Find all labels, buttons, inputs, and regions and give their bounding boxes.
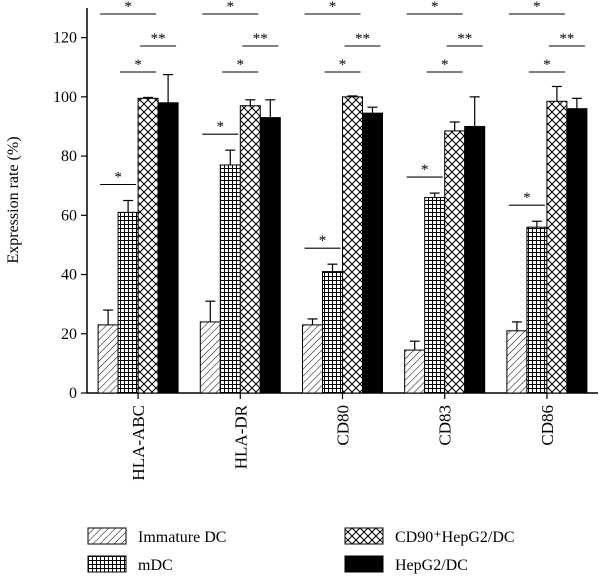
x-category-label: CD86 — [538, 405, 557, 446]
bar — [342, 96, 363, 394]
y-tick-label: 60 — [61, 207, 77, 224]
significance-label: * — [217, 119, 225, 135]
x-category-label: CD80 — [334, 405, 353, 446]
legend-item: Immature DC — [87, 527, 226, 546]
bar — [404, 349, 426, 394]
legend-swatch — [87, 555, 127, 573]
error-bars-group — [103, 74, 582, 351]
significance-label: * — [124, 0, 132, 15]
significance-label: ** — [253, 31, 268, 47]
bar — [322, 271, 343, 394]
significance-label: * — [431, 0, 439, 15]
x-axis: HLA-ABC HLA-DR CD80 CD83 CD86 — [87, 392, 598, 481]
significance-label: * — [329, 0, 337, 15]
legend-label: HepG2/DC — [395, 557, 468, 574]
legend-label: CD90⁺HepG2/DC — [395, 529, 515, 546]
bar — [97, 324, 119, 394]
legend-label: mDC — [138, 557, 173, 574]
bar — [137, 97, 159, 394]
bar — [259, 117, 281, 394]
bar — [464, 125, 486, 394]
legend-item: CD90⁺HepG2/DC — [344, 527, 515, 546]
significance-label: * — [339, 57, 347, 73]
bar — [546, 100, 568, 394]
bar — [219, 164, 241, 394]
legend: Immature DC mDC CD90⁺HepG2/DC HepG2/DC — [87, 527, 515, 574]
bar — [302, 324, 323, 394]
significance-label: * — [319, 233, 327, 249]
bar — [362, 112, 383, 394]
y-tick-label: 40 — [61, 267, 77, 284]
significance-label: * — [114, 170, 122, 186]
bar — [526, 226, 548, 394]
significance-label: * — [523, 190, 531, 206]
bar — [199, 321, 221, 394]
legend-swatch — [344, 527, 384, 545]
y-axis: 0 20 40 60 80 100 120 — [53, 8, 88, 402]
y-axis-title: Expression rate (%) — [5, 136, 22, 263]
x-category-label: HLA-ABC — [129, 405, 148, 481]
legend-item: mDC — [87, 555, 173, 574]
legend-swatch — [344, 555, 384, 573]
x-category-label: CD83 — [436, 405, 455, 446]
bar — [506, 330, 528, 394]
bar — [424, 197, 446, 394]
y-tick-label: 100 — [53, 89, 77, 106]
significance-group: ************************* — [100, 0, 585, 249]
significance-label: ** — [457, 31, 472, 47]
significance-label: * — [543, 57, 551, 73]
legend-label: Immature DC — [138, 529, 226, 546]
y-tick-label: 20 — [61, 326, 77, 343]
x-category-label: HLA-DR — [231, 404, 250, 469]
significance-label: ** — [559, 31, 574, 47]
legend-swatch — [87, 527, 127, 545]
significance-label: * — [227, 0, 235, 15]
significance-label: ** — [355, 31, 370, 47]
bar — [157, 102, 179, 394]
bar — [117, 211, 139, 394]
bar — [566, 108, 588, 394]
significance-label: * — [533, 0, 541, 15]
significance-label: ** — [151, 31, 166, 47]
y-tick-label: 120 — [53, 30, 77, 47]
significance-label: * — [134, 57, 142, 73]
significance-label: * — [421, 162, 429, 178]
bars-group — [97, 96, 588, 394]
bar — [239, 105, 261, 394]
legend-item: HepG2/DC — [344, 555, 468, 574]
significance-label: * — [441, 57, 449, 73]
y-tick-label: 0 — [69, 385, 77, 402]
significance-label: * — [237, 57, 245, 73]
y-tick-label: 80 — [61, 148, 77, 165]
bar — [444, 130, 466, 394]
